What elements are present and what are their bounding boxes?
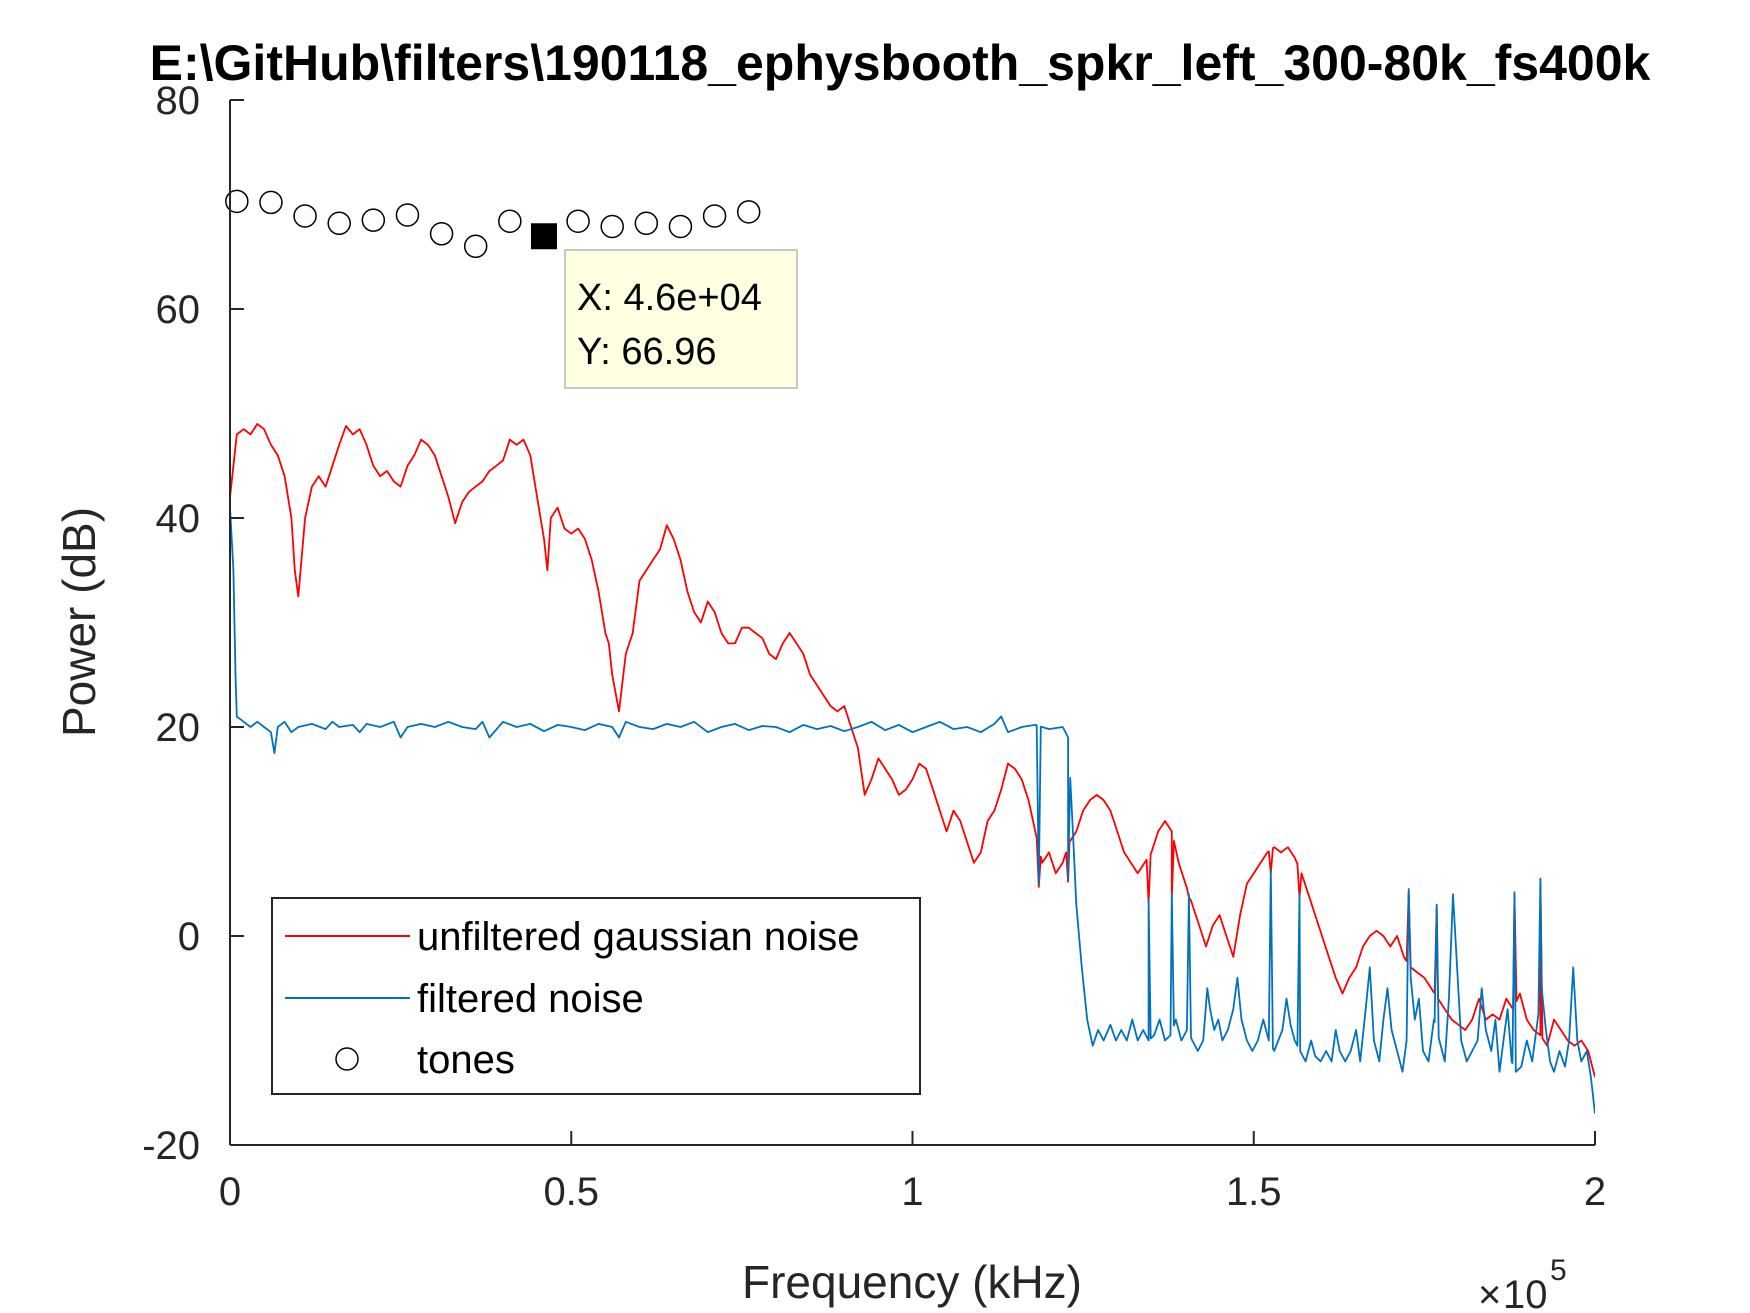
marker-layer xyxy=(225,189,761,259)
y-tick-label: -20 xyxy=(142,1124,200,1168)
x-multiplier: × 10 5 xyxy=(1478,1254,1567,1313)
tone-point[interactable] xyxy=(293,204,317,228)
tone-point[interactable] xyxy=(668,214,693,239)
legend-box xyxy=(271,897,921,1095)
x-multiplier-prefix: × xyxy=(1478,1273,1501,1313)
data-tip-box xyxy=(564,249,798,389)
legend-label-filtered: filtered noise xyxy=(417,977,644,1021)
data-tip-y: Y: 66.96 xyxy=(577,331,716,373)
tone-point-selected[interactable] xyxy=(530,223,557,250)
x-tick-label: 1.5 xyxy=(1226,1170,1282,1214)
series-filtered-line xyxy=(230,507,1595,1114)
legend[interactable]: unfiltered gaussian noise filtered noise… xyxy=(271,897,921,1095)
data-tip[interactable]: X: 4.6e+04 Y: 66.96 xyxy=(564,249,798,389)
tone-point[interactable] xyxy=(566,209,590,233)
tone-point[interactable] xyxy=(634,211,659,236)
x-tick-label: 2 xyxy=(1584,1170,1606,1214)
tone-point[interactable] xyxy=(429,222,454,246)
x-tick-label: 0.5 xyxy=(543,1170,599,1214)
tone-point[interactable] xyxy=(225,189,249,214)
tone-point[interactable] xyxy=(736,200,761,224)
tone-point[interactable] xyxy=(463,234,488,259)
x-multiplier-exponent: 5 xyxy=(1550,1254,1567,1287)
x-tick-label: 0 xyxy=(219,1170,241,1214)
tone-point[interactable] xyxy=(395,203,420,227)
y-ticks: -20 0 20 40 60 80 xyxy=(142,79,244,1168)
tone-point[interactable] xyxy=(259,190,283,215)
legend-label-unfiltered: unfiltered gaussian noise xyxy=(417,915,860,959)
x-ticks: 0 0.5 1 1.5 2 xyxy=(219,1131,1606,1214)
x-multiplier-base: 10 xyxy=(1503,1273,1548,1313)
y-tick-label: 0 xyxy=(178,915,200,959)
tone-point[interactable] xyxy=(498,209,522,233)
chart-title: E:\GitHub\filters\190118_ephysbooth_spkr… xyxy=(150,35,1651,91)
tone-point[interactable] xyxy=(600,214,624,239)
x-axis-label: Frequency (kHz) xyxy=(742,1256,1082,1308)
y-tick-label: 20 xyxy=(156,706,201,750)
series-layer xyxy=(230,423,1595,1114)
data-tip-x: X: 4.6e+04 xyxy=(577,277,762,319)
tone-point[interactable] xyxy=(361,208,386,232)
plot-area xyxy=(225,189,1595,1114)
y-tick-label: 40 xyxy=(156,497,201,541)
y-axis-label: Power (dB) xyxy=(53,507,105,737)
y-tick-label: 60 xyxy=(156,288,201,332)
x-tick-label: 1 xyxy=(901,1170,923,1214)
y-tick-label: 80 xyxy=(156,79,201,123)
series-unfiltered-line xyxy=(230,423,1595,1078)
tone-point[interactable] xyxy=(702,204,727,228)
tone-point[interactable] xyxy=(327,211,351,236)
legend-swatch-tones xyxy=(335,1047,359,1071)
axes: 0 0.5 1 1.5 2 -20 0 20 40 60 80 xyxy=(142,79,1606,1214)
legend-label-tones: tones xyxy=(417,1038,515,1082)
